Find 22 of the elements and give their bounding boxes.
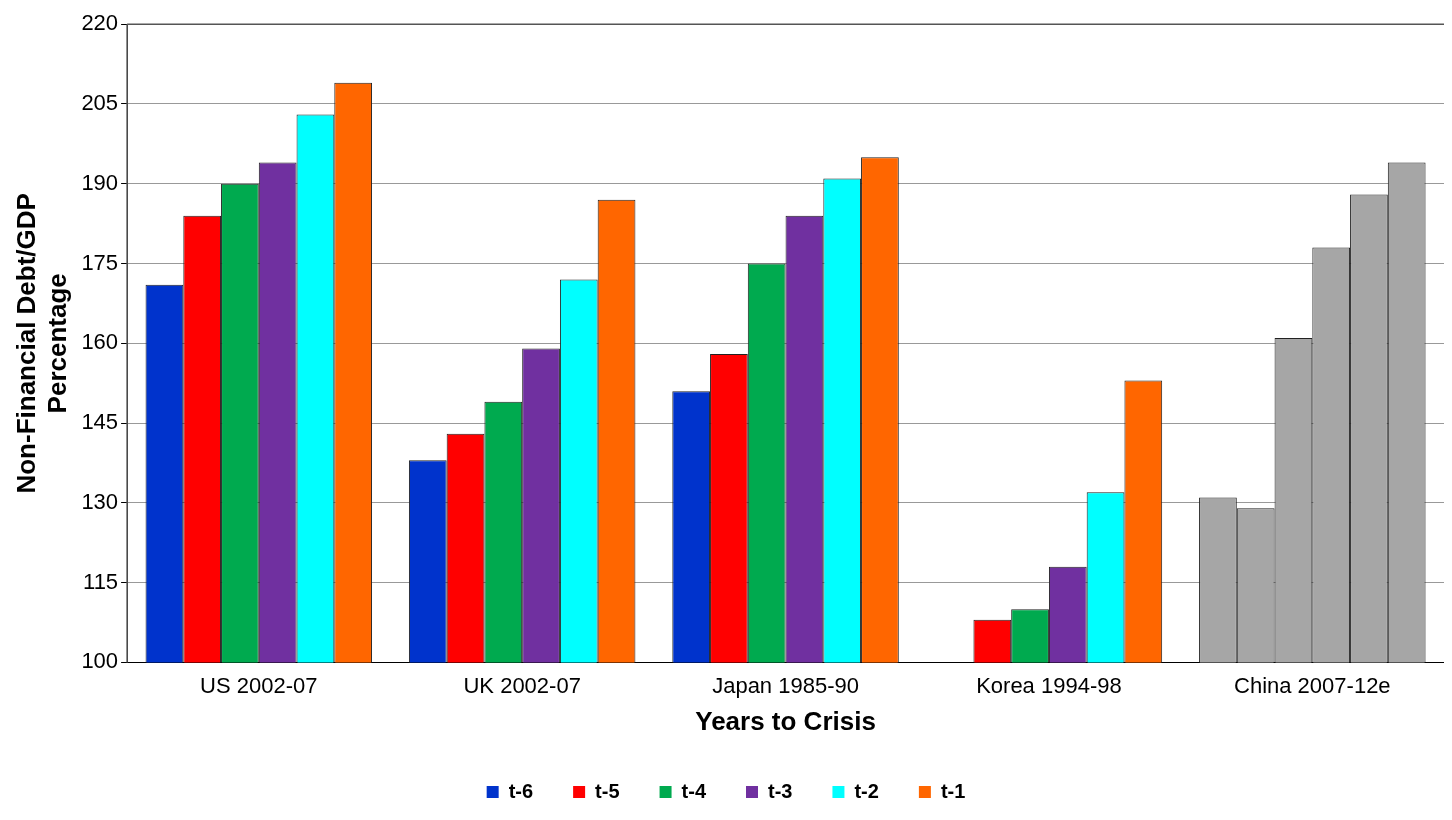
y-tick-label: 160: [81, 329, 119, 355]
legend-label: t-5: [595, 779, 620, 802]
x-tick-label: Korea 1994-98: [976, 672, 1122, 698]
legend-label: t-3: [768, 779, 793, 802]
y-axis-title: Non-Financial Debt/GDP Percentage: [10, 193, 72, 494]
y-tick-label: 130: [81, 488, 119, 514]
y-tick-label: 205: [81, 90, 119, 116]
legend-label: t-6: [508, 779, 534, 802]
y-tick-label: 115: [83, 568, 119, 594]
legend-label: t-2: [854, 779, 879, 802]
y-tick-label: 100: [81, 648, 119, 674]
x-axis-title: Years to Crisis: [695, 705, 876, 736]
y-tick-label: 190: [81, 169, 119, 195]
legend-label: t-4: [681, 779, 707, 802]
y-tick-label: 220: [81, 10, 119, 36]
legend-label: t-1: [940, 779, 966, 802]
x-tick-label: China 2007-12e: [1234, 672, 1391, 698]
x-tick-label: Japan 1985-90: [712, 672, 859, 698]
x-tick-label: UK 2002-07: [463, 672, 581, 698]
y-tick-label: 145: [81, 409, 119, 435]
x-tick-label: US 2002-07: [200, 672, 318, 698]
y-tick-label: 175: [81, 249, 119, 275]
